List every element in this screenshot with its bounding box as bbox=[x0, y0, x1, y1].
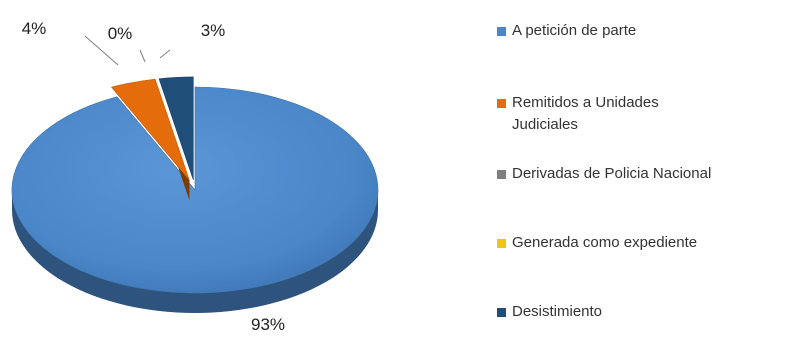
legend-label: Desistimiento bbox=[512, 303, 603, 320]
leader-line-2 bbox=[139, 49, 146, 63]
pie-slice-4 bbox=[158, 76, 194, 181]
pie-slice-1 bbox=[110, 78, 190, 181]
data-labels: 93% 4% 0% 3% bbox=[22, 19, 285, 334]
legend-label: Derivadas de Policia Nacional bbox=[512, 165, 712, 182]
data-label-4: 3% bbox=[201, 21, 226, 40]
legend-item-remitidos: Remitidos a Unidades Judiciales bbox=[497, 92, 712, 136]
legend-swatch bbox=[497, 99, 506, 108]
legend-swatch bbox=[497, 27, 506, 36]
legend-item-derivadas: Derivadas de Policia Nacional bbox=[497, 163, 782, 185]
legend-swatch bbox=[497, 239, 506, 248]
legend-label: Generada como expediente bbox=[512, 234, 698, 251]
legend-item-desistimiento: Desistimiento bbox=[497, 301, 782, 323]
legend-label: A petición de parte bbox=[512, 22, 637, 39]
legend-swatch bbox=[497, 170, 506, 179]
leader-line-4 bbox=[159, 49, 171, 59]
leader-lines bbox=[84, 35, 171, 66]
legend-swatch bbox=[497, 308, 506, 317]
legend-label: Remitidos a Unidades Judiciales bbox=[512, 94, 659, 133]
legend-item-generada: Generada como expediente bbox=[497, 232, 782, 254]
data-label-0: 93% bbox=[251, 315, 285, 334]
pie-slice-0 bbox=[11, 86, 379, 294]
data-label-1: 4% bbox=[22, 19, 47, 38]
pie-slice-side-0 bbox=[12, 190, 378, 313]
leader-line-1 bbox=[84, 35, 119, 66]
data-label-2: 0% bbox=[108, 24, 133, 43]
legend-item-a-peticion: A petición de parte bbox=[497, 20, 782, 42]
pie-slices bbox=[11, 76, 379, 313]
